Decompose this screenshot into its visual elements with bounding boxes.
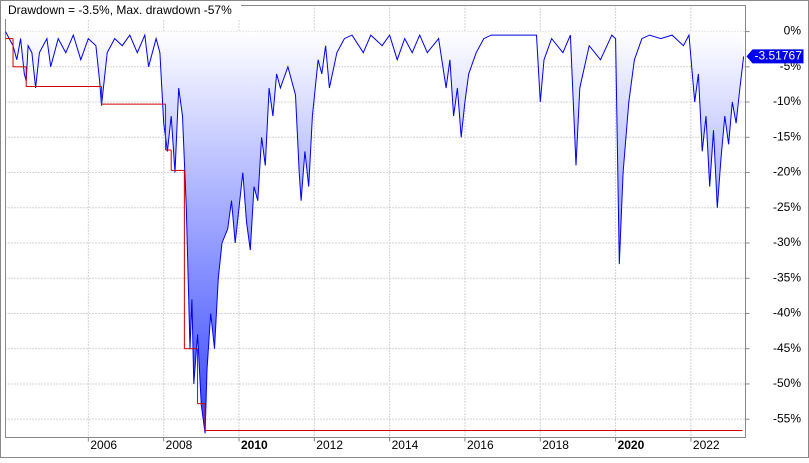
- last-value-label: -3.51767: [755, 49, 803, 63]
- x-tick-label: 2014: [392, 438, 419, 452]
- y-tick-label: -40%: [773, 306, 801, 320]
- y-tick-label: -30%: [773, 235, 801, 249]
- drawdown-line: [5, 31, 745, 434]
- x-tick-label: 2012: [316, 438, 343, 452]
- y-tick-label: 0%: [784, 24, 802, 38]
- x-tick-label: 2018: [542, 438, 569, 452]
- last-value-box: [746, 49, 804, 64]
- plot-content: 0%-5%-10%-15%-20%-25%-30%-35%-40%-45%-50…: [5, 5, 802, 452]
- x-tick-label: 2008: [166, 438, 193, 452]
- x-tick-label: 2010: [241, 438, 268, 452]
- y-tick-label: -15%: [773, 129, 801, 143]
- x-tick-label: 2020: [618, 438, 645, 452]
- y-tick-label: -55%: [773, 411, 801, 425]
- y-tick-label: -10%: [773, 94, 801, 108]
- y-tick-label: -25%: [773, 200, 801, 214]
- chart-title: Drawdown = -3.5%, Max. drawdown -57%: [8, 3, 232, 17]
- y-tick-label: -20%: [773, 165, 801, 179]
- y-tick-label: -35%: [773, 270, 801, 284]
- x-tick-label: 2016: [467, 438, 494, 452]
- y-tick-label: -50%: [773, 376, 801, 390]
- x-tick-label: 2022: [693, 438, 720, 452]
- y-tick-label: -45%: [773, 341, 801, 355]
- plot-area: [5, 5, 746, 438]
- x-tick-label: 2006: [90, 438, 117, 452]
- title-bg: [5, 3, 241, 19]
